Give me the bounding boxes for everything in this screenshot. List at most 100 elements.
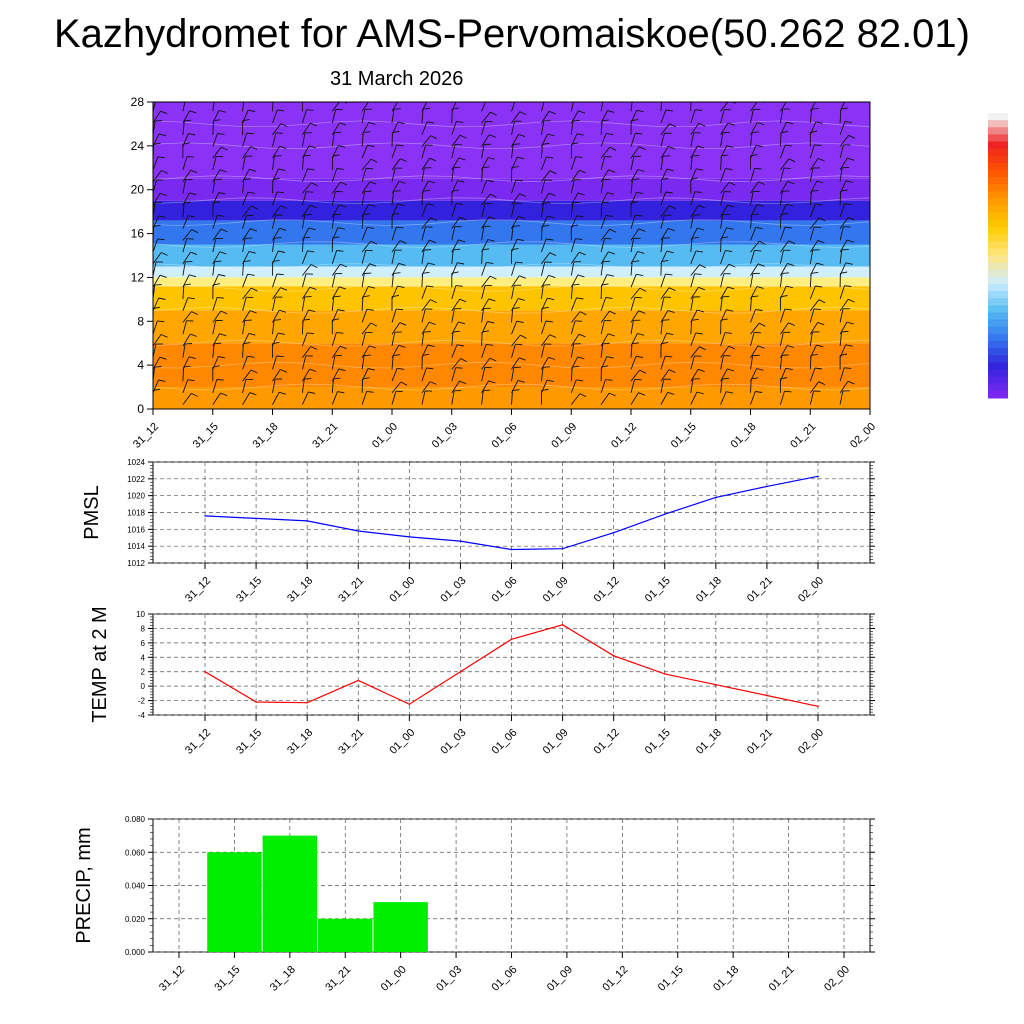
wind-barb-flag [280, 369, 287, 373]
wind-barb [809, 158, 819, 171]
heatmap-ytick-label: 0 [137, 402, 144, 416]
wind-barb [451, 203, 457, 218]
wind-barb-flag [400, 381, 408, 386]
wind-barb-flag [728, 263, 736, 268]
wind-barb [242, 192, 249, 206]
wind-barb-flag [365, 167, 374, 170]
pmsl-ytick-label: 1024 [127, 458, 145, 467]
wind-barb [301, 109, 307, 124]
wind-barb [391, 332, 396, 347]
wind-barb-flag [160, 334, 168, 338]
temp-2m-point [817, 705, 819, 708]
wind-barb-flag [698, 286, 706, 291]
wind-barb [153, 179, 157, 194]
wind-barb [361, 227, 368, 241]
wind-barb-flag [757, 122, 765, 126]
wind-barb-flag [308, 145, 316, 149]
wind-barb-flag [488, 216, 496, 220]
temp-2m-point [561, 624, 564, 626]
wind-barb-flag [756, 286, 764, 289]
wind-barb [600, 156, 606, 171]
temp-2m-ytick-label: 10 [136, 610, 145, 619]
wind-barb-flag [876, 98, 883, 99]
wind-barb [869, 379, 870, 382]
wind-barb [869, 169, 870, 170]
wind-barb [570, 261, 575, 276]
colorbar-cell [988, 291, 1008, 299]
heatmap-ytick-label: 24 [131, 139, 145, 153]
wind-barb-flag [423, 331, 431, 333]
wind-barb [301, 378, 305, 393]
wind-barb [272, 287, 281, 300]
wind-barb [511, 367, 515, 382]
wind-barb-flag [483, 389, 491, 392]
wind-barb-flag [638, 310, 646, 314]
wind-barb [451, 380, 460, 394]
wind-barb [481, 262, 487, 276]
wind-barb-flag [668, 145, 676, 150]
temp-2m-xtick-label: 01_18 [694, 727, 724, 757]
wind-barb [600, 297, 607, 311]
wind-barb [361, 391, 368, 405]
wind-barb-flag [841, 330, 849, 333]
wind-barb-flag [637, 251, 645, 254]
wind-barb-flag [695, 109, 703, 111]
wind-barb [630, 356, 637, 370]
wind-barb-flag [637, 169, 645, 172]
pmsl-axis-title: PMSL [81, 485, 103, 539]
wind-barb [481, 121, 486, 135]
wind-barb [570, 297, 577, 311]
wind-barb-flag [430, 217, 437, 222]
wind-barb [242, 392, 251, 405]
wind-barb [511, 157, 518, 171]
wind-barb [511, 102, 516, 112]
wind-barb [750, 345, 759, 358]
wind-barb-flag [333, 295, 341, 298]
wind-barb [690, 109, 696, 124]
wind-barb-flag [759, 240, 766, 245]
wind-barb [182, 202, 185, 217]
wind-barb [690, 145, 698, 159]
wind-barb-flag [572, 283, 580, 286]
wind-barb [540, 102, 545, 112]
wind-barb-flag [396, 144, 404, 147]
wind-barb [570, 110, 579, 124]
wind-barb [391, 355, 394, 370]
wind-barb [301, 238, 304, 253]
heatmap-xtick-label: 01_06 [490, 421, 520, 451]
wind-barb [540, 226, 543, 241]
wind-barb-flag [487, 98, 494, 99]
wind-barb [540, 343, 545, 358]
wind-barb [511, 308, 514, 323]
wind-barb-flag [308, 309, 316, 313]
wind-barb [690, 264, 700, 276]
wind-barb [361, 102, 369, 112]
wind-barb-flag [665, 273, 673, 276]
pmsl-point [204, 515, 206, 517]
wind-barb-flag [638, 392, 646, 396]
wind-barb-flag [457, 180, 465, 183]
wind-barb [720, 355, 724, 370]
wind-barb [212, 379, 218, 394]
wind-barb-flag [516, 238, 524, 242]
wind-barb-flag [848, 134, 856, 139]
wind-barb [421, 285, 428, 300]
wind-barb [600, 251, 609, 265]
heatmap-ytick-label: 28 [131, 95, 145, 109]
precip-ytick-label: 0.080 [125, 815, 146, 824]
wind-barb-flag [186, 238, 194, 240]
wind-barb [242, 146, 251, 159]
heatmap-layer-0 [153, 387, 870, 409]
wind-barb [331, 286, 340, 300]
wind-barb-flag [370, 240, 378, 245]
wind-barb-flag [665, 109, 673, 112]
wind-barb-flag [191, 229, 199, 234]
wind-barb [212, 110, 220, 124]
wind-barb-flag [784, 308, 792, 311]
wind-barb [660, 320, 664, 335]
wind-barb-flag [876, 240, 883, 242]
wind-barb-flag [691, 318, 699, 321]
wind-barb-flag [699, 264, 707, 269]
wind-barb [690, 205, 699, 218]
wind-barb-flag [247, 191, 255, 194]
